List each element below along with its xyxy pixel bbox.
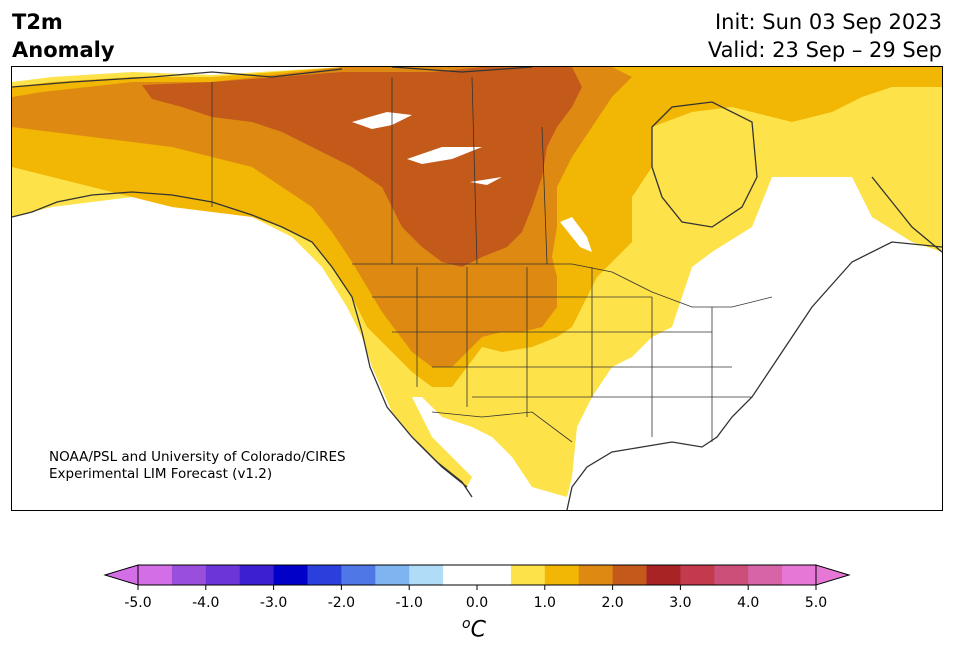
labrador-coastline [871, 176, 942, 253]
colorbar-segment [714, 565, 749, 585]
colorbar-segment [171, 565, 207, 585]
anomaly-band-4 [142, 67, 582, 267]
colorbar-segment [646, 565, 681, 585]
colorbar-segment [443, 565, 478, 585]
lake-winnipeg [560, 217, 592, 252]
credit-line-2: Experimental LIM Forecast (v1.2) [49, 466, 273, 482]
credit-text: NOAA/PSL and University of Colorado/CIRE… [49, 449, 346, 483]
colorbar-segment [138, 565, 173, 585]
lake-great-bear [352, 112, 412, 129]
political-borders [211, 76, 773, 443]
us-canada-border [352, 263, 773, 308]
colorbar: -5.0 -4.0 -3.0 -2.0 -1.0 0.0 1.0 2.0 3.0 4.0 5.0 [103, 564, 851, 611]
colorbar-segment [544, 565, 580, 585]
valid-range: Valid: 23 Sep – 29 Sep [707, 38, 942, 62]
colorbar-segment [782, 565, 817, 585]
colorbar-segment [205, 565, 241, 585]
colorbar-segments [138, 565, 817, 585]
province-border-3 [541, 126, 548, 265]
anomaly-fields [12, 67, 942, 497]
colorbar-over-triangle [815, 564, 851, 586]
colorbar-segment [409, 565, 444, 585]
map-svg [12, 67, 942, 510]
colorbar-segment [341, 565, 376, 585]
title-anomaly: Anomaly [12, 38, 115, 62]
colorbar-segment [477, 565, 512, 585]
atlantic-coastline [566, 241, 942, 510]
colorbar-tick-label: 2.0 [601, 595, 623, 611]
init-date: Init: Sun 03 Sep 2023 [714, 10, 942, 34]
colorbar-segment [307, 565, 342, 585]
colorbar-under-triangle [103, 564, 139, 586]
baja-coastline [416, 441, 468, 488]
coastlines [12, 67, 942, 510]
forecast-dates: Init: Sun 03 Sep 2023 Valid: 23 Sep – 29… [708, 8, 942, 64]
colorbar-segment [510, 565, 546, 585]
colorbar-tick-label: 1.0 [534, 595, 556, 611]
colorbar-tick-label: 4.0 [737, 595, 759, 611]
arctic-coastline [12, 67, 533, 88]
colorbar-tick-label: -2.0 [328, 595, 355, 611]
lake-athabasca [470, 177, 502, 185]
mexico-border [431, 411, 573, 443]
pacific-coastline [12, 191, 473, 498]
colorbar-ticks: -5.0 -4.0 -3.0 -2.0 -1.0 0.0 1.0 2.0 3.0 4.0 5.0 [124, 585, 827, 611]
colorbar-segment [748, 565, 783, 585]
credit-line-1: NOAA/PSL and University of Colorado/CIRE… [49, 449, 346, 465]
colorbar-segment [578, 565, 614, 585]
colorbar-segment [612, 565, 647, 585]
colorbar-tick-label: -1.0 [396, 595, 423, 611]
colorbar-tick-label: 3.0 [669, 595, 691, 611]
colorbar-segment [680, 565, 715, 585]
colorbar-segment [273, 565, 308, 585]
colorbar-segment [375, 565, 410, 585]
unit-degree: o [462, 616, 471, 632]
lake-great-slave [407, 147, 482, 164]
map-title: T2m Anomaly [12, 8, 115, 64]
anomaly-map [11, 66, 943, 511]
title-variable: T2m [12, 10, 63, 34]
colorbar-segment [239, 565, 275, 585]
province-border-2 [471, 76, 478, 265]
colorbar-tick-label: -3.0 [260, 595, 287, 611]
colorbar-unit-label: oC [462, 616, 486, 642]
colorbar-tick-label: 0.0 [466, 595, 488, 611]
hudson-bay-coastline [651, 101, 758, 228]
colorbar-tick-label: 5.0 [805, 595, 827, 611]
colorbar-tick-label: -4.0 [192, 595, 219, 611]
unit-celsius: C [470, 617, 486, 643]
colorbar-tick-label: -5.0 [124, 595, 151, 611]
